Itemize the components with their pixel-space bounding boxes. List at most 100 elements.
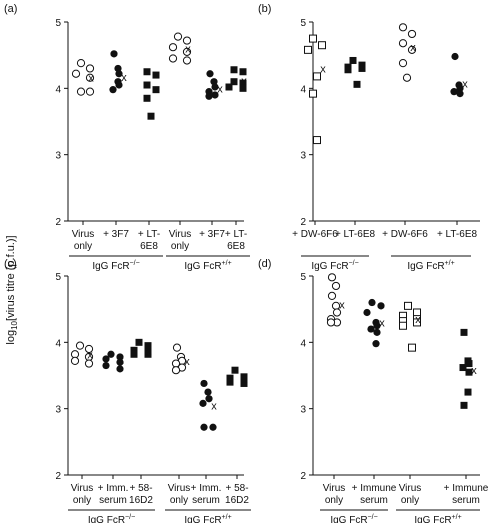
data-point [313,72,321,81]
data-point [230,66,238,74]
data-point [239,68,247,76]
mean-marker: x [339,300,345,312]
data-point [135,338,143,346]
mean-marker: x [88,73,94,85]
x-tick-label-line2: 6E8 [227,241,245,252]
mean-marker: x [415,314,421,326]
data-point [173,32,183,41]
mean-marker: x [471,365,477,377]
data-point [413,318,421,327]
y-tick-label: 2 [55,217,61,228]
data-point [152,71,160,79]
data-point [168,43,178,52]
data-point [85,73,95,82]
y-tick-label: 4 [55,84,61,95]
data-point [318,41,326,50]
x-tick-label: + Immune [444,483,489,494]
y-axis-label: log10[virus titre (p.f.u.)] [5,235,19,344]
data-point [239,79,247,87]
data-point [407,45,417,54]
y-tick-label: 3 [300,405,306,416]
data-point [398,59,408,68]
data-point [144,342,152,350]
data-point [358,64,366,72]
mean-marker: x [146,345,152,357]
x-tick-label: + LT-6E8 [335,229,376,240]
data-point [85,64,95,73]
data-point [85,87,95,96]
data-point [205,395,213,403]
panel-label: (d) [258,258,271,270]
group-5: x + Imm.serum [191,379,222,506]
y-tick-label: 5 [300,18,306,29]
x-tick-label-line2: serum [452,495,480,506]
data-point [204,388,212,396]
data-point [402,73,412,82]
y-tick-label: 4 [300,84,306,95]
data-point [116,353,124,361]
data-point [211,83,219,91]
bracket-label: IgG FcR−/− [92,260,139,272]
data-point [144,350,152,358]
data-point [76,87,86,96]
group-2: x + LT-6E8 [335,56,376,240]
x-tick-label-line2: only [73,495,91,506]
x-tick-label: + Immune [352,483,397,494]
data-point [327,273,337,282]
x-tick-label: Virus [168,483,191,494]
data-point [200,379,208,388]
panel-label: (c) [4,258,17,270]
data-point [309,34,317,43]
data-point [363,308,371,317]
data-point [110,50,118,58]
data-point [377,302,385,310]
data-point [84,344,94,354]
mean-marker: x [241,75,247,87]
data-point [130,346,138,354]
data-point [147,112,155,120]
mean-marker: x [185,44,191,56]
bracket-superscript: −/− [349,260,359,267]
data-point [344,66,352,74]
mean-marker: x [154,83,160,95]
data-point [206,70,214,78]
data-point [226,374,234,382]
y-tick-label: 4 [300,338,306,349]
data-point [130,350,138,358]
group-3: x + DW-6F6 [382,23,428,240]
data-point [225,83,233,91]
data-point [76,59,86,68]
data-point [309,89,317,98]
bracket-label: IgG FcR+/+ [407,260,454,272]
data-point [84,359,94,368]
bracket-superscript: +/+ [222,260,232,267]
bracket-superscript: +/+ [222,514,232,521]
y-tick-label: 3 [55,405,61,416]
x-tick-label: + Imm. [191,483,222,494]
y-tick-label: 3 [55,151,61,162]
bracket-superscript: +/+ [452,514,462,521]
y-tick-label: 3 [300,151,306,162]
mean-marker: x [320,63,326,75]
group-3: x + LT-6E8 [138,68,160,252]
data-point [332,308,342,317]
group-2: x + Imm.serum [98,350,129,506]
data-point [143,81,151,89]
x-tick-label: Virus [71,483,94,494]
x-tick-label: + 3F7 [103,229,129,240]
data-point [240,375,248,383]
data-point [456,90,464,98]
x-tick-label: + 3F7 [199,229,225,240]
data-point [326,318,336,327]
x-tick-label-line2: serum [192,495,220,506]
mean-marker: x [242,374,248,386]
x-tick-label: + Imm. [98,483,129,494]
x-tick-label: + LT- [138,229,160,240]
x-tick-label-line2: only [325,495,343,506]
x-tick-label: Virus [169,229,192,240]
x-tick-label-line2: 6E8 [140,241,158,252]
group-1: x + DW-6F6 [292,34,338,240]
data-point [240,379,248,387]
data-point [451,52,459,61]
